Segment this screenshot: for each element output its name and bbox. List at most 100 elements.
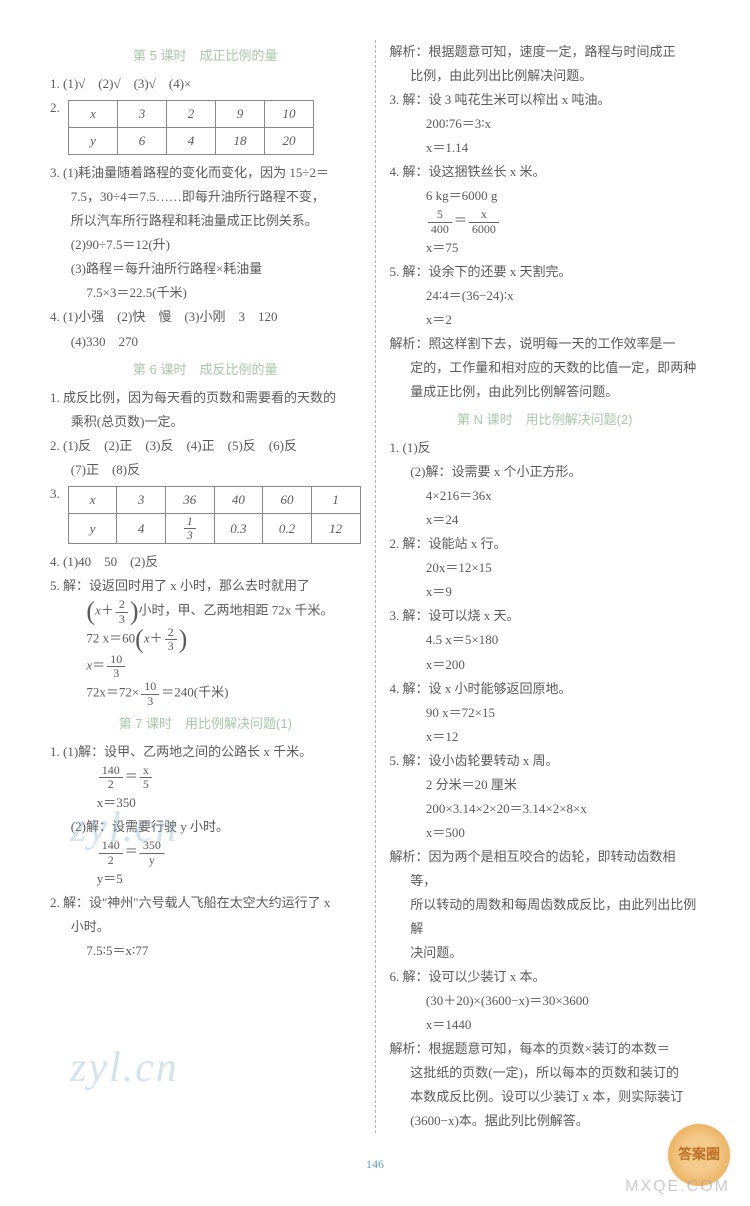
t1-h3: 9: [216, 101, 265, 128]
s6-q3-wrapper: 3. x 3 36 40 60 1 y 4 1 3: [50, 482, 361, 550]
s6-q5b-mid: 小时，甲、乙两地相距 72x 千米。: [139, 603, 334, 618]
rparen-icon: ): [130, 597, 139, 626]
f103d2: 3: [141, 695, 159, 708]
f23n: 2: [116, 598, 128, 612]
section-5-title: 第 5 课时 成正比例的量: [50, 44, 361, 68]
r0a: 解析：根据题意可知，速度一定，路程与时间成正: [390, 40, 701, 64]
rf2n: x: [469, 208, 499, 222]
frac-1-3-num: 1: [184, 515, 196, 529]
n1b: (2)解：设需要 x 个小正方形。: [390, 460, 701, 484]
r5-expa: 解析：照这样割下去，说明每一天的工作效率是一: [390, 332, 701, 356]
t1-h0: x: [69, 101, 118, 128]
r3a: 3. 解：设 3 吨花生米可以榨出 x 吨油。: [390, 88, 701, 112]
f103n2: 10: [141, 680, 159, 694]
s6-q2a: 2. (1)反 (2)正 (3)反 (4)正 (5)反 (6)反: [50, 434, 361, 458]
s6-eq3b: ＝240(千米): [161, 685, 228, 700]
n4b: 90 x＝72×15: [390, 701, 701, 725]
s6-q5a: 5. 解：设返回时用了 x 小时，那么去时就用了: [50, 574, 361, 598]
n5-expb: 所以转动的周数和每周齿数成反比，由此列出比例解: [390, 893, 701, 941]
badge-text: 答案圈: [678, 1142, 720, 1168]
t2-r4: 0.2: [263, 513, 312, 543]
table-1: x 3 2 9 10 y 6 4 18 20: [68, 100, 314, 155]
n5-expc: 决问题。: [390, 941, 701, 965]
s7-q1-1: 1. (1)解：设甲、乙两地之间的公路长 x 千米。: [50, 740, 361, 764]
s7-q1-2-eq: 1402＝350y: [50, 839, 361, 866]
q2-label: 2.: [50, 96, 68, 120]
s7-q2b: 小时。: [50, 915, 361, 939]
n1d: x＝24: [390, 508, 701, 532]
r3c: x＝1.14: [390, 136, 701, 160]
n5c: 200×3.14×2×20＝3.14×2×8×x: [390, 797, 701, 821]
t1-r0: y: [69, 128, 118, 155]
left-column: 第 5 课时 成正比例的量 1. (1)√ (2)√ (3)√ (4)× 2. …: [50, 40, 375, 1133]
t2-r3: 0.3: [214, 513, 263, 543]
s6-eq1-lhs: 72 x＝60: [86, 630, 135, 645]
frac-1-3: 1 3: [184, 515, 196, 542]
s7-q1-1-ans: x＝350: [50, 791, 361, 815]
s6-q4: 4. (1)40 50 (2)反: [50, 550, 361, 574]
right-column: 解析：根据题意可知，速度一定，路程与时间成正 比例，由此列出比例解决问题。 3.…: [375, 40, 701, 1133]
t1-h2: 2: [167, 101, 216, 128]
rf1d: 400: [428, 223, 452, 236]
t1-h1: 3: [118, 101, 167, 128]
r4c: 5400＝x6000: [390, 208, 701, 235]
q3-3a: (3)路程＝每升油所行路程×耗油量: [50, 257, 361, 281]
n4c: x＝12: [390, 725, 701, 749]
n5d: x＝500: [390, 821, 701, 845]
t2-r2: 1 3: [165, 513, 214, 543]
r5b: 24∶4＝(36−24)∶x: [390, 284, 701, 308]
q3-2: (2)90÷7.5＝12(升): [50, 233, 361, 257]
t2-r5: 12: [311, 513, 360, 543]
t1-h4: 10: [265, 101, 314, 128]
rf2d: 6000: [469, 223, 499, 236]
n4a: 4. 解：设 x 小时能够返回原地。: [390, 677, 701, 701]
t2-h5: 1: [311, 486, 360, 513]
s7-q2c: 7.5∶5＝x∶77: [50, 939, 361, 963]
lparen-icon: (: [86, 597, 95, 626]
q1: 1. (1)√ (2)√ (3)√ (4)×: [50, 72, 361, 96]
f23d: 3: [116, 613, 128, 626]
f23n2: 2: [165, 626, 177, 640]
table-2: x 3 36 40 60 1 y 4 1 3 0.3: [68, 486, 361, 544]
t2-r0: y: [68, 513, 117, 543]
t1-r4: 20: [265, 128, 314, 155]
section-7-title: 第 7 课时 用比例解决问题(1): [50, 712, 361, 736]
fx5d: 5: [140, 778, 152, 791]
f1402n2: 140: [99, 839, 123, 853]
t2-h4: 60: [263, 486, 312, 513]
r4b: 6 kg＝6000 g: [390, 184, 701, 208]
two-column-layout: 第 5 课时 成正比例的量 1. (1)√ (2)√ (3)√ (4)× 2. …: [50, 40, 700, 1133]
t2-h1: 3: [117, 486, 166, 513]
footer-brand: MXQE.COM: [625, 1172, 730, 1202]
t1-r2: 4: [167, 128, 216, 155]
n3b: 4.5 x＝5×180: [390, 628, 701, 652]
n6-expb: 这批纸的页数(一定)，所以每本的页数和装订的: [390, 1061, 701, 1085]
fx5n: x: [140, 764, 152, 778]
f103n: 10: [107, 653, 125, 667]
f350yd: y: [140, 854, 164, 867]
r4d: x＝75: [390, 236, 701, 260]
page-number: 146: [50, 1153, 700, 1175]
n2c: x＝9: [390, 580, 701, 604]
n6a: 6. 解：设可以少装订 x 本。: [390, 965, 701, 989]
n6c: x＝1440: [390, 1013, 701, 1037]
t1-r3: 18: [216, 128, 265, 155]
n2a: 2. 解：设能站 x 行。: [390, 532, 701, 556]
q4-1: 4. (1)小强 (2)快 慢 (3)小刚 3 120: [50, 305, 361, 329]
section-n-title: 第 N 课时 用比例解决问题(2): [390, 408, 701, 432]
q4-2: (4)330 270: [50, 330, 361, 354]
section-6-title: 第 6 课时 成反比例的量: [50, 358, 361, 382]
t2-r1: 4: [117, 513, 166, 543]
f350yn: 350: [140, 839, 164, 853]
n2b: 20x＝12×15: [390, 556, 701, 580]
n3c: x＝200: [390, 653, 701, 677]
n1a: 1. (1)反: [390, 436, 701, 460]
r5-expb: 定的，工作量和相对应的天数的比值一定，即两种: [390, 356, 701, 380]
r4a: 4. 解：设这捆铁丝长 x 米。: [390, 160, 701, 184]
s7-q1-2-ans: y＝5: [50, 867, 361, 891]
s6-eq3a: 72x＝72×: [86, 685, 139, 700]
s6-eq2: x＝103: [50, 653, 361, 680]
q3-3b: 7.5×3＝22.5(千米): [50, 281, 361, 305]
n5a: 5. 解：设小齿轮要转动 x 周。: [390, 749, 701, 773]
s6-eq1: 72 x＝60(x＋23): [50, 626, 361, 653]
